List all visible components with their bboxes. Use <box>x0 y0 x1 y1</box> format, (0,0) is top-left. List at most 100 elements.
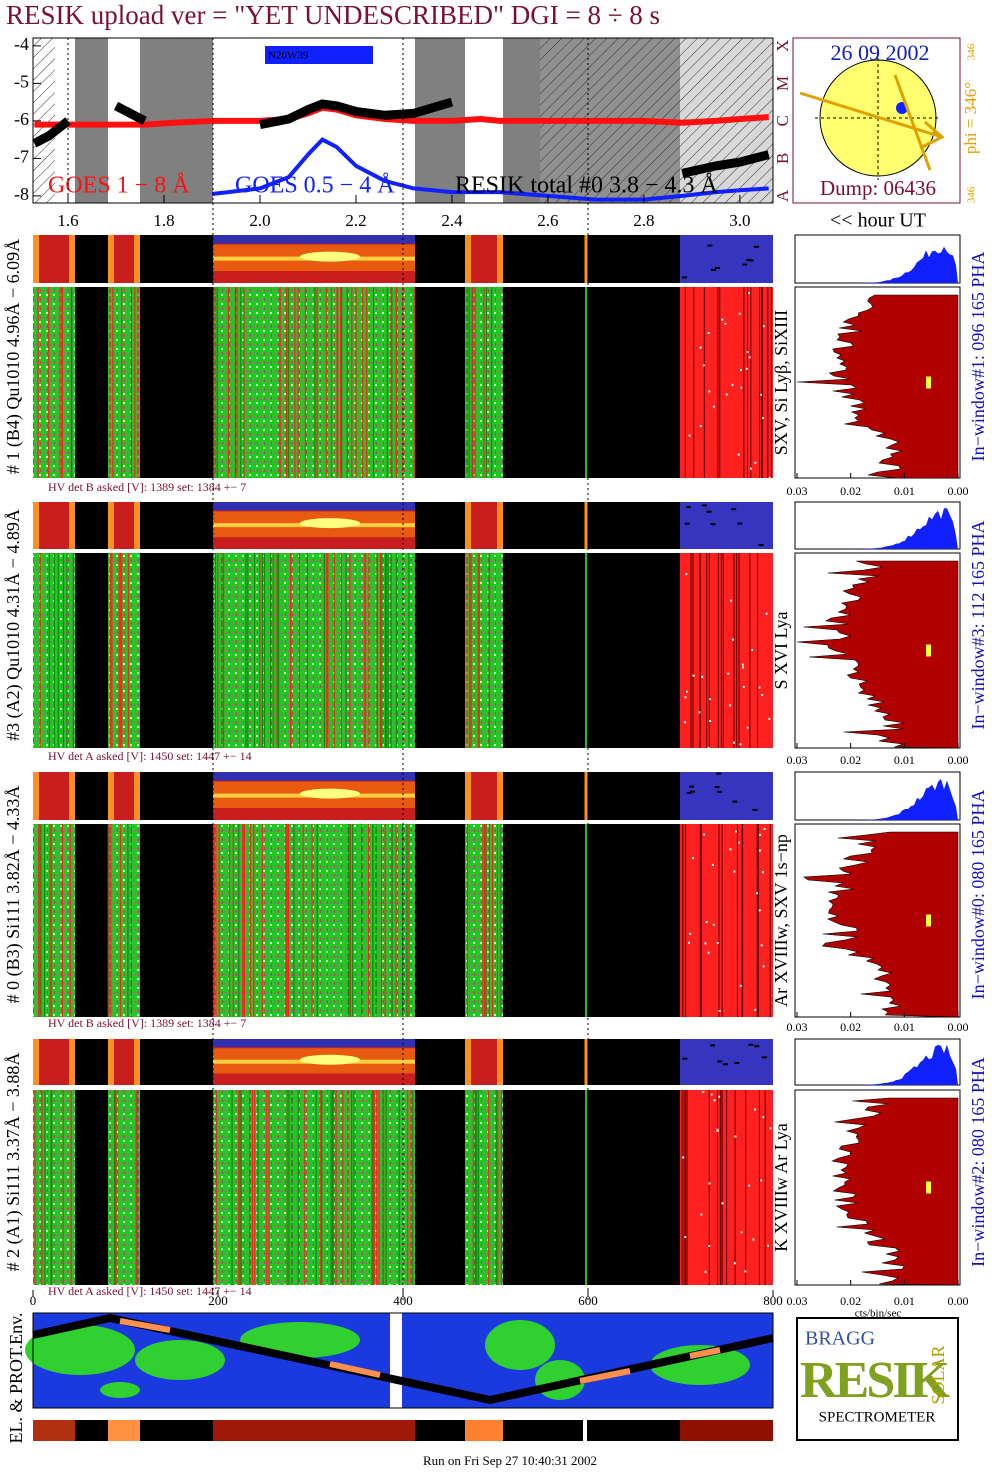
env-bar <box>415 1420 465 1441</box>
main-dot <box>709 719 712 722</box>
night-shade <box>75 38 108 203</box>
panel-label: # 0 (B3) Si111 3.82Å − 4.33Å <box>3 786 24 1004</box>
strip-seg <box>465 1039 503 1085</box>
class-label: C <box>773 115 792 126</box>
main-dot <box>748 291 751 294</box>
strip-noise <box>716 790 722 793</box>
strip-noise <box>682 1057 688 1060</box>
main-dot <box>718 1009 721 1012</box>
strip-noise <box>734 1062 740 1065</box>
main-dot <box>708 390 711 393</box>
main-dot <box>738 841 741 844</box>
strip-edge <box>465 502 471 549</box>
hist-tick-label: 0.03 <box>787 1020 808 1034</box>
env-bar <box>680 1420 773 1441</box>
hist-tick-label: 0.02 <box>840 1294 861 1308</box>
main-dot <box>754 1008 757 1011</box>
main-dot <box>762 325 765 328</box>
main-dot <box>721 1202 724 1205</box>
main-dot <box>759 833 762 836</box>
main-dot <box>711 863 714 866</box>
strip-edge <box>69 502 75 549</box>
hist-marker <box>926 376 931 389</box>
logo-resik: RESIK <box>800 1352 951 1409</box>
hist-red <box>831 1097 959 1286</box>
y-tick-label: -6 <box>14 109 29 129</box>
sun-angle: 346 <box>966 43 978 60</box>
main-dot <box>742 685 745 688</box>
strip-edge <box>69 772 75 820</box>
main-dot <box>702 1091 705 1094</box>
strip-noise <box>685 506 691 509</box>
x-tick-label: 3.0 <box>729 211 750 230</box>
hv-text: HV det A asked [V]: 1450 set: 1447 +− 14 <box>48 1284 252 1298</box>
main-dot <box>716 1130 719 1133</box>
main-dot <box>731 638 734 641</box>
strip-band <box>213 772 415 781</box>
strip-edge <box>33 502 39 549</box>
main-dot <box>765 612 768 615</box>
strip-edge <box>33 1039 39 1085</box>
strip-noise <box>758 544 764 547</box>
strip-noise <box>722 1063 728 1066</box>
main-speckle <box>108 824 140 1017</box>
sun-date: 26 09 2002 <box>831 40 930 65</box>
strip-edge <box>465 235 471 283</box>
env-bar <box>465 1420 503 1441</box>
land <box>135 1340 225 1380</box>
strip-band <box>213 502 415 511</box>
orbit-track <box>32 1313 774 1405</box>
strip-peak <box>300 251 360 262</box>
y-tick-label: -4 <box>14 34 29 54</box>
hist-red <box>796 294 959 479</box>
main-dot <box>739 743 742 746</box>
land <box>100 1382 140 1398</box>
strip-seg <box>33 235 75 283</box>
strip-noise <box>710 523 716 526</box>
strip-edge <box>134 235 140 283</box>
main-dot <box>684 696 687 699</box>
hist-blue <box>800 246 958 283</box>
main-dot <box>746 1284 749 1287</box>
strip-noise <box>688 785 694 788</box>
main-dot <box>734 1135 737 1138</box>
main-dot <box>758 686 761 689</box>
main-dot <box>762 965 765 968</box>
sun-phi: phi = 346° <box>961 82 980 154</box>
strip-noise <box>732 800 738 803</box>
strip-noise <box>717 1060 723 1063</box>
hist-tick-label: 0.01 <box>894 1294 915 1308</box>
legend-entry: RESIK total #0 3.8 − 4.3 Å <box>455 173 719 199</box>
main-dot <box>748 1184 751 1187</box>
main-dot <box>740 368 743 371</box>
orbit-flux <box>329 1361 381 1378</box>
main-dot <box>688 941 691 944</box>
strip-seg <box>465 772 503 820</box>
hv-text: HV det A asked [V]: 1450 set: 1447 +− 14 <box>48 749 252 763</box>
strip-band <box>213 1039 415 1048</box>
main-dot <box>724 322 727 325</box>
land <box>485 1320 555 1370</box>
strip-band <box>213 235 415 244</box>
strip-seg <box>33 502 75 549</box>
main-dot <box>742 666 745 669</box>
hist-red <box>796 560 959 749</box>
y-tick-label: -5 <box>14 72 29 92</box>
class-label: M <box>773 76 792 91</box>
strip-edge <box>134 502 140 549</box>
hist-tick-label: 0.00 <box>948 1294 969 1308</box>
window-label: In−window#3: 112 165 PHA <box>968 521 988 730</box>
strip-noise <box>753 245 759 248</box>
orbit-flux <box>119 1318 171 1333</box>
hist-blue <box>800 508 958 549</box>
class-label: A <box>773 189 792 202</box>
orbit-flux <box>579 1368 631 1384</box>
main-dot <box>733 870 736 873</box>
main-dot <box>754 1108 757 1111</box>
main-dot <box>762 417 765 420</box>
main-dot <box>709 698 712 701</box>
region-label: N20W39 <box>268 50 309 62</box>
hist-tick-label: 0.01 <box>894 1020 915 1034</box>
logo-name: SPECTROMETER <box>819 1409 936 1425</box>
series-line <box>211 137 769 202</box>
